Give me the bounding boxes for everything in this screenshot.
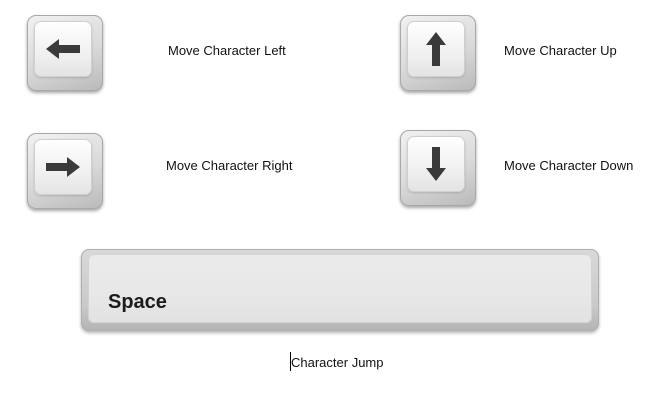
down-arrow-keycap xyxy=(407,136,465,192)
space-keycap: Space xyxy=(88,254,592,323)
down-arrow-key xyxy=(400,130,476,206)
up-arrow-keycap xyxy=(407,21,465,77)
left-arrow-key xyxy=(27,15,103,91)
space-key-label: Space xyxy=(108,291,167,313)
right-arrow-icon xyxy=(46,157,80,177)
up-arrow-icon xyxy=(426,32,446,66)
space-key: Space xyxy=(81,249,599,331)
right-arrow-keycap xyxy=(34,139,92,195)
move-down-label: Move Character Down xyxy=(504,158,634,173)
up-arrow-key xyxy=(400,15,476,91)
jump-label: Character Jump xyxy=(291,355,384,370)
move-up-label: Move Character Up xyxy=(504,43,617,58)
down-arrow-icon xyxy=(426,147,446,181)
right-arrow-key xyxy=(27,133,103,209)
left-arrow-icon xyxy=(46,39,80,59)
move-left-label: Move Character Left xyxy=(168,43,286,58)
text-cursor xyxy=(290,352,291,371)
move-right-label: Move Character Right xyxy=(166,158,293,173)
left-arrow-keycap xyxy=(34,21,92,77)
